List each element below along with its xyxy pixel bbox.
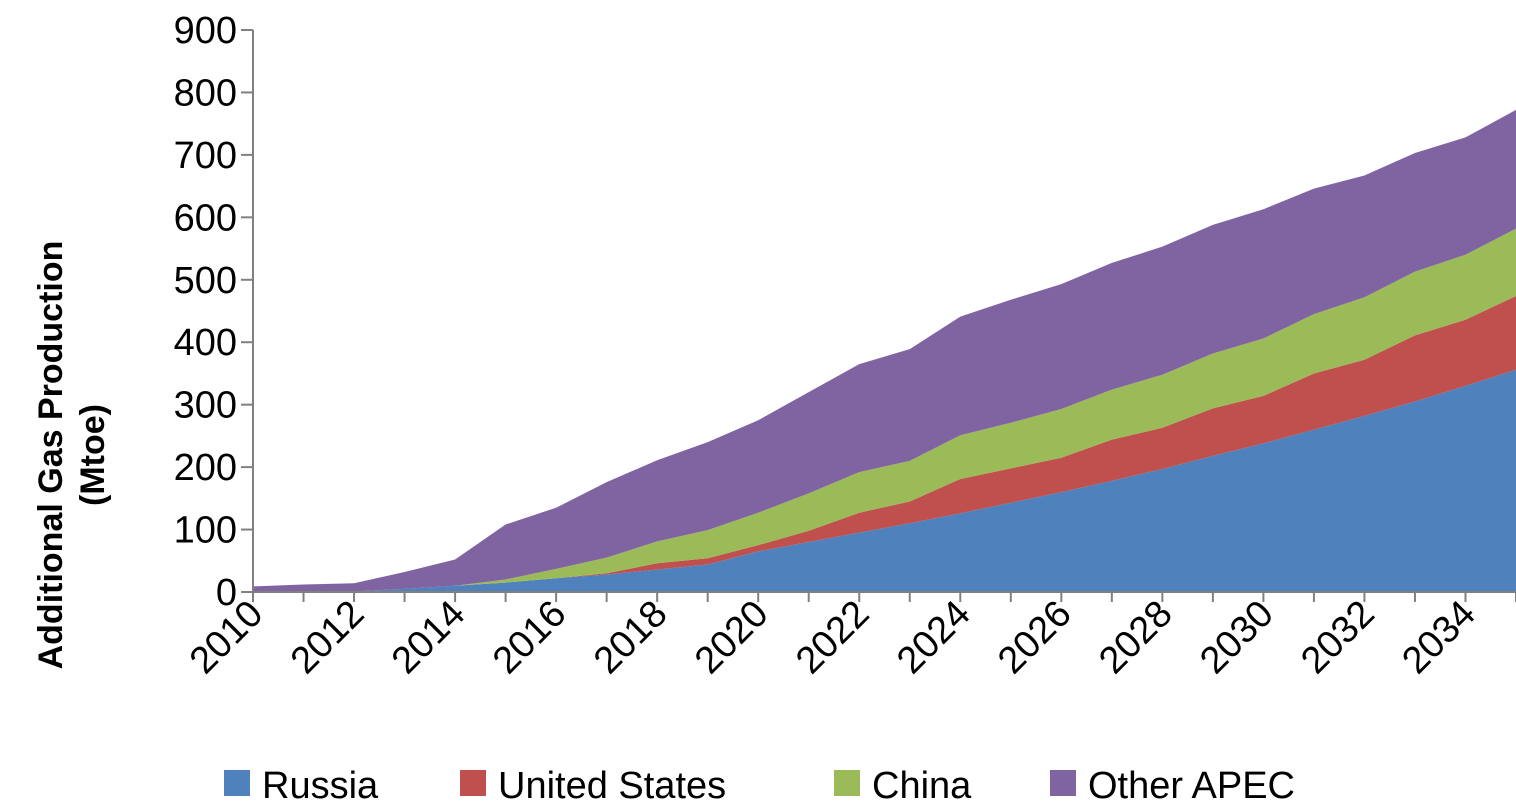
- y-tick-label: 0: [216, 572, 237, 614]
- y-tick-label: 700: [174, 135, 237, 177]
- area-russia: [253, 369, 1516, 592]
- y-tick-label: 400: [174, 322, 237, 364]
- y-axis-ticks: 0 100 200 300 400 500 600 700 800 900: [174, 10, 253, 614]
- legend-label-united-states: United States: [498, 765, 726, 806]
- legend-item-other-apec: Other APEC: [1050, 765, 1295, 806]
- y-tick-label: 800: [174, 72, 237, 114]
- y-axis-label-line-1: Additional Gas Production: [32, 241, 70, 670]
- x-tick-label: 2018: [586, 593, 675, 682]
- x-tick-label: 2034: [1394, 593, 1483, 682]
- x-tick-label: 2028: [1091, 593, 1180, 682]
- y-axis-label: Additional Gas Production (Mtoe): [32, 241, 112, 670]
- y-tick-label: 300: [174, 385, 237, 427]
- x-tick-label: 2024: [889, 593, 978, 682]
- legend-label-russia: Russia: [262, 765, 379, 806]
- x-tick-label: 2022: [788, 593, 877, 682]
- x-tick-label: 2026: [990, 593, 1079, 682]
- y-tick-label: 900: [174, 10, 237, 52]
- y-tick-label: 600: [174, 197, 237, 239]
- y-axis-label-line-2: (Mtoe): [74, 404, 112, 506]
- legend-swatch-other-apec: [1050, 770, 1076, 796]
- x-tick-label: 2016: [485, 593, 574, 682]
- x-tick-label: 2030: [1192, 593, 1281, 682]
- y-tick-label: 500: [174, 260, 237, 302]
- y-tick-label: 100: [174, 510, 237, 552]
- area-series-group: [253, 109, 1516, 592]
- axes-group: 0 100 200 300 400 500 600 700 800 900 2010 2012 201…: [174, 10, 1516, 682]
- x-tick-label: 2032: [1293, 593, 1382, 682]
- legend-item-russia: Russia: [224, 765, 379, 806]
- x-axis-ticks: 2010 2012 2014 2016 2018 2020 2022 2024 2026 2028…: [182, 592, 1516, 682]
- legend-item-united-states: United States: [460, 765, 726, 806]
- legend-swatch-russia: [224, 770, 250, 796]
- legend-label-other-apec: Other APEC: [1088, 765, 1295, 806]
- legend-swatch-china: [834, 770, 860, 796]
- x-tick-label: 2012: [283, 593, 372, 682]
- legend: Russia United States China Other APEC: [224, 765, 1295, 806]
- y-tick-label: 200: [174, 447, 237, 489]
- legend-label-china: China: [872, 765, 972, 806]
- x-tick-label: 2020: [687, 593, 776, 682]
- x-tick-label: 2014: [384, 593, 473, 682]
- legend-item-china: China: [834, 765, 972, 806]
- legend-swatch-united-states: [460, 770, 486, 796]
- area-other-apec: [253, 109, 1516, 592]
